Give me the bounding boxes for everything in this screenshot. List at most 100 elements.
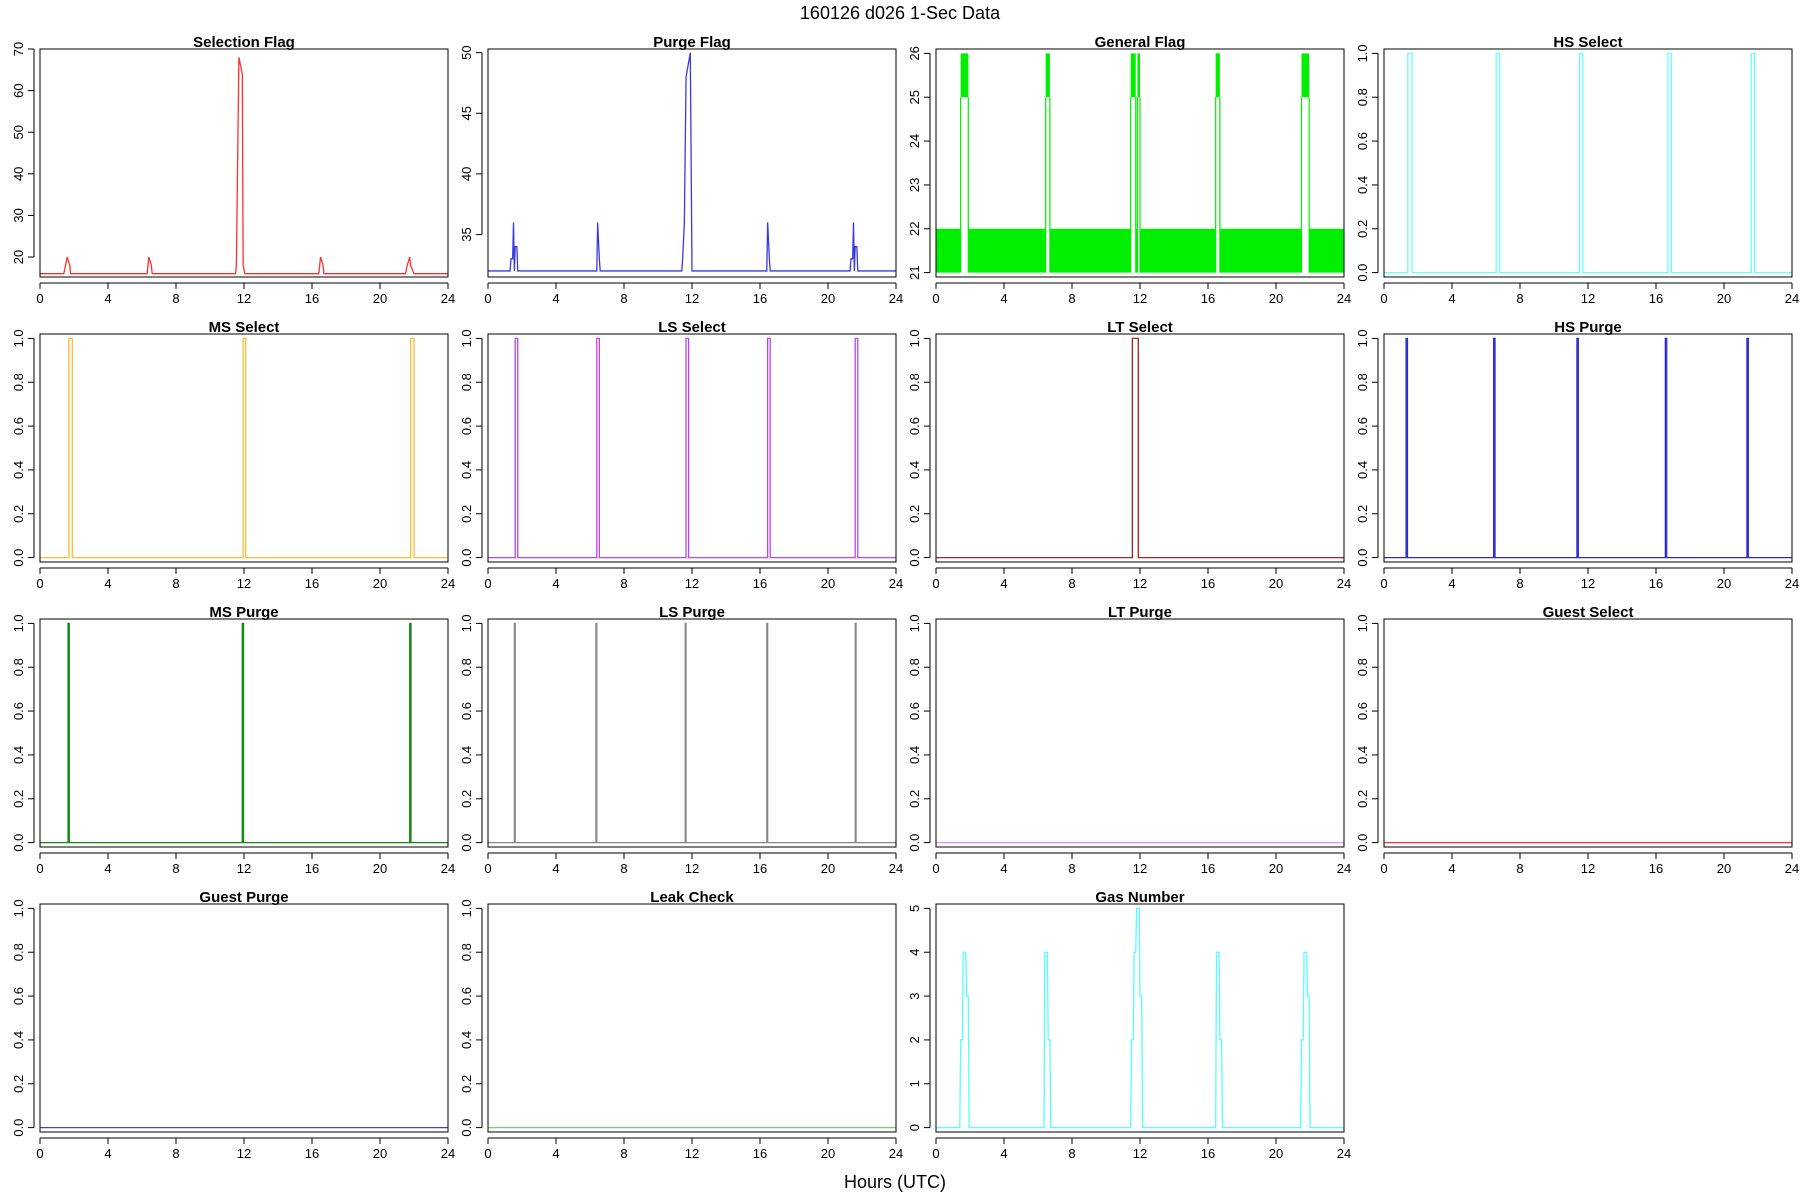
- y-tick-label: 0.6: [1355, 132, 1370, 150]
- y-tick-label: 0.0: [459, 834, 474, 852]
- x-tick-label: 4: [1448, 576, 1455, 591]
- y-tick-label: 0.0: [11, 1119, 26, 1137]
- y-tick-label: 0.8: [907, 373, 922, 391]
- y-tick-label: 0.4: [1355, 461, 1370, 479]
- spike-block: [1301, 53, 1310, 98]
- x-tick-label: 24: [1337, 291, 1351, 306]
- panel-ms-purge: MS Purge 0 4 8 12 16 20 24 0.0 0.2 0.4 0.6 0.8 1.0: [11, 604, 455, 876]
- y-tick-label: 0.2: [907, 790, 922, 808]
- y-tick-label: 0: [907, 1124, 922, 1131]
- x-tick-label: 12: [1133, 1146, 1147, 1161]
- fill-block: [968, 228, 1046, 273]
- x-tick-label: 20: [373, 861, 387, 876]
- data-layer: [936, 53, 1344, 273]
- y-tick-label: 0.2: [907, 505, 922, 523]
- x-tick-label: 8: [620, 291, 627, 306]
- x-tick-label: 0: [1380, 576, 1387, 591]
- y-tick-label: 1.0: [907, 329, 922, 347]
- series-line: [1384, 337, 1792, 559]
- x-tick-label: 8: [1516, 576, 1523, 591]
- panel-title: Guest Select: [1543, 604, 1634, 621]
- x-tick-label: 0: [484, 861, 491, 876]
- x-tick-label: 0: [932, 1146, 939, 1161]
- x-tick-label: 20: [821, 861, 835, 876]
- panel-leak-check: Leak Check 0 4 8 12 16 20 24 0.0 0.2 0.4 0.6 0.8 1.0: [459, 889, 903, 1161]
- y-axis: 0.0 0.2 0.4 0.6 0.8 1.0: [459, 614, 483, 852]
- panel-title: LT Purge: [1108, 604, 1172, 621]
- spike-block: [1130, 53, 1136, 98]
- figure-title: 160126 d026 1-Sec Data: [800, 3, 1001, 23]
- fill-block: [1219, 228, 1302, 273]
- y-axis: 0.0 0.2 0.4 0.6 0.8 1.0: [1355, 614, 1379, 852]
- x-tick-label: 16: [1649, 576, 1663, 591]
- data-layer: [488, 622, 896, 844]
- x-axis: 0 4 8 12 16 20 24: [484, 1137, 903, 1161]
- y-tick-label: 0.6: [11, 417, 26, 435]
- panel-guest-select: Guest Select 0 4 8 12 16 20 24 0.0 0.2 0.4 0.6 0.8 1.…: [1355, 604, 1799, 876]
- x-tick-label: 12: [1581, 291, 1595, 306]
- x-tick-label: 16: [753, 861, 767, 876]
- x-tick-label: 16: [1201, 291, 1215, 306]
- y-tick-label: 1.0: [11, 614, 26, 632]
- x-tick-label: 8: [620, 861, 627, 876]
- y-tick-label: 0.6: [907, 417, 922, 435]
- spike-block: [1137, 53, 1140, 98]
- y-axis: 0.0 0.2 0.4 0.6 0.8 1.0: [459, 329, 483, 567]
- y-tick-label: 23: [907, 178, 922, 192]
- y-tick-label: 0.4: [459, 461, 474, 479]
- x-tick-label: 0: [36, 1146, 43, 1161]
- x-tick-label: 12: [237, 1146, 251, 1161]
- panel-title: Guest Purge: [199, 889, 288, 906]
- y-tick-label: 0.2: [459, 505, 474, 523]
- x-tick-label: 20: [1269, 1146, 1283, 1161]
- y-tick-label: 0.8: [907, 658, 922, 676]
- y-tick-label: 0.0: [11, 549, 26, 567]
- y-tick-label: 0.2: [459, 1075, 474, 1093]
- plot-frame: [935, 618, 1345, 848]
- y-tick-label: 30: [11, 208, 26, 222]
- y-tick-label: 0.0: [459, 549, 474, 567]
- panel-general-flag: General Flag 0 4 8 12 16 20 24 21 22 23 24 25 26: [907, 34, 1351, 306]
- panel-title: General Flag: [1095, 34, 1186, 51]
- y-tick-label: 24: [907, 134, 922, 148]
- x-tick-label: 24: [1337, 1146, 1351, 1161]
- y-tick-label: 0.2: [11, 1075, 26, 1093]
- panel-lt-purge: LT Purge 0 4 8 12 16 20 24 0.0 0.2 0.4 0.6 0.8 1.0: [907, 604, 1351, 876]
- plot-frame: [1383, 618, 1793, 848]
- y-tick-label: 4: [907, 949, 922, 956]
- y-tick-label: 0.0: [1355, 834, 1370, 852]
- fill-block: [936, 228, 961, 273]
- y-tick-label: 70: [11, 42, 26, 56]
- x-tick-label: 12: [685, 576, 699, 591]
- y-tick-label: 0.8: [459, 943, 474, 961]
- x-axis: 0 4 8 12 16 20 24: [484, 567, 903, 591]
- y-tick-label: 0.4: [11, 746, 26, 764]
- x-tick-label: 0: [932, 861, 939, 876]
- y-tick-label: 0.6: [459, 417, 474, 435]
- x-tick-label: 4: [552, 861, 559, 876]
- y-tick-label: 1.0: [459, 329, 474, 347]
- x-tick-label: 20: [1717, 861, 1731, 876]
- y-tick-label: 1.0: [11, 329, 26, 347]
- x-tick-label: 12: [685, 861, 699, 876]
- y-tick-label: 0.4: [459, 1031, 474, 1049]
- x-tick-label: 8: [172, 291, 179, 306]
- x-tick-label: 8: [1068, 576, 1075, 591]
- plot-frame: [935, 48, 1345, 278]
- y-tick-label: 0.0: [1355, 549, 1370, 567]
- x-tick-label: 12: [1133, 291, 1147, 306]
- data-layer: [1384, 337, 1792, 559]
- y-tick-label: 0.0: [907, 549, 922, 567]
- y-tick-label: 0.8: [1355, 88, 1370, 106]
- x-tick-label: 16: [1649, 861, 1663, 876]
- plot-frame: [39, 618, 449, 848]
- y-axis: 35 40 45 50: [459, 45, 483, 242]
- panel-title: LS Select: [658, 319, 726, 336]
- x-tick-label: 4: [104, 861, 111, 876]
- x-tick-label: 4: [104, 1146, 111, 1161]
- x-tick-label: 16: [305, 576, 319, 591]
- plot-frame: [935, 333, 1345, 563]
- x-tick-label: 0: [932, 576, 939, 591]
- series-line: [40, 57, 448, 275]
